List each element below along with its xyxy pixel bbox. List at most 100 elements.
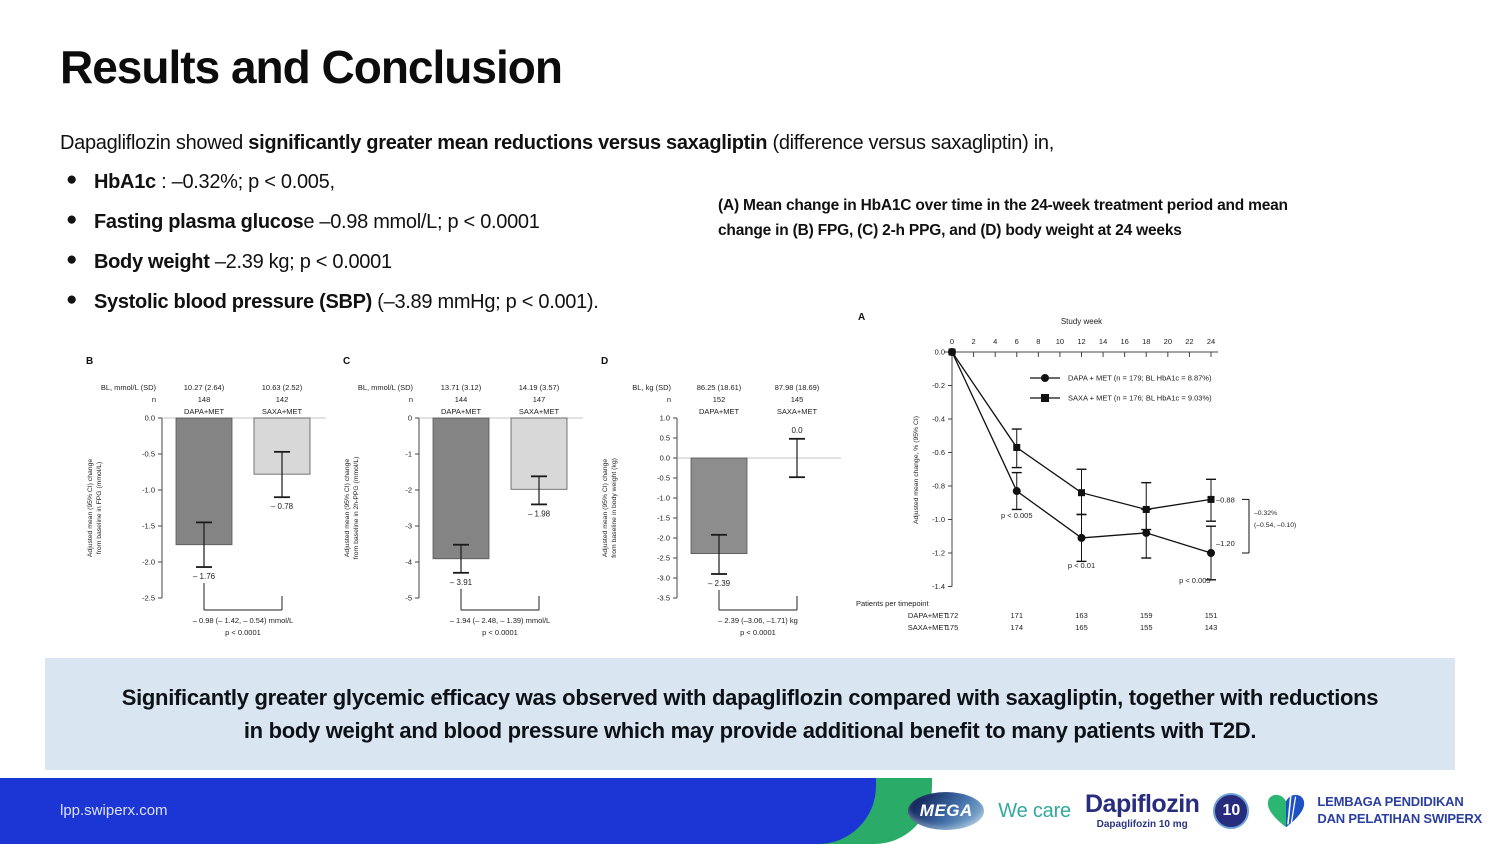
svg-text:-2.0: -2.0 bbox=[657, 534, 670, 543]
footer: lpp.swiperx.com MEGA We care Dapiflozin … bbox=[0, 778, 1500, 844]
heart-book-icon bbox=[1268, 794, 1305, 828]
svg-text:0: 0 bbox=[950, 337, 954, 346]
org-name-line1: LEMBAGA PENDIDIKAN bbox=[1317, 794, 1464, 810]
svg-text:-2.5: -2.5 bbox=[657, 554, 670, 563]
svg-text:-0.5: -0.5 bbox=[142, 450, 155, 459]
svg-text:– 0.78: – 0.78 bbox=[271, 502, 294, 511]
bar-chart-body-weight: D BL, kg (SD) n 86.25 (18.61) 152 DAPA+MET 87.… bbox=[591, 346, 849, 646]
bullet-dot: ● bbox=[66, 209, 78, 230]
svg-text:87.98 (18.69): 87.98 (18.69) bbox=[775, 383, 820, 392]
svg-text:C: C bbox=[343, 356, 350, 367]
svg-text:159: 159 bbox=[1140, 611, 1153, 620]
page-title: Results and Conclusion bbox=[60, 41, 563, 93]
bullet-term: Systolic blood pressure (SBP) bbox=[94, 291, 373, 313]
svg-text:172: 172 bbox=[946, 611, 959, 620]
svg-text:0.5: 0.5 bbox=[660, 434, 670, 443]
svg-text:–0.88: –0.88 bbox=[1216, 495, 1235, 504]
svg-text:n: n bbox=[152, 395, 156, 404]
bullet-dot: ● bbox=[66, 289, 78, 310]
org-name: LEMBAGA PENDIDIKAN DAN PELATIHAN SWIPERX bbox=[1317, 794, 1482, 828]
svg-text:-4: -4 bbox=[405, 558, 412, 567]
svg-text:155: 155 bbox=[1140, 623, 1153, 632]
swiperx-org-logo: LEMBAGA PENDIDIKAN DAN PELATIHAN SWIPERX bbox=[1263, 788, 1482, 834]
svg-text:14: 14 bbox=[1099, 337, 1107, 346]
svg-text:0.0: 0.0 bbox=[791, 426, 803, 435]
bullet-value: –2.39 kg; p < 0.0001 bbox=[209, 251, 392, 273]
svg-text:from baseline in body weight (: from baseline in body weight (kg) bbox=[611, 458, 618, 558]
svg-text:Adjusted mean (95% CI) change: Adjusted mean (95% CI) change bbox=[87, 459, 94, 557]
bullet-dot: ● bbox=[66, 169, 78, 190]
bullet-term: Fasting plasma glucos bbox=[94, 211, 304, 233]
dose-badge-text: 10 bbox=[1222, 802, 1241, 819]
svg-text:22: 22 bbox=[1185, 337, 1193, 346]
svg-text:p < 0.005: p < 0.005 bbox=[1179, 576, 1211, 585]
svg-text:SAXA+MET: SAXA+MET bbox=[777, 407, 818, 416]
svg-text:10: 10 bbox=[1056, 337, 1064, 346]
mega-logo: MEGA bbox=[908, 792, 985, 830]
svg-text:– 1.94 (– 2.48, – 1.39) mmol/L: – 1.94 (– 2.48, – 1.39) mmol/L bbox=[450, 616, 550, 625]
dapiflozin-logo-text: Dapiflozin bbox=[1084, 790, 1200, 818]
svg-text:– 3.91: – 3.91 bbox=[450, 578, 473, 587]
svg-text:-3.5: -3.5 bbox=[657, 594, 670, 603]
svg-text:174: 174 bbox=[1010, 623, 1023, 632]
bullet-term: HbA1c bbox=[94, 171, 156, 193]
svg-text:– 0.98 (– 1.42, – 0.54) mmol/L: – 0.98 (– 1.42, – 0.54) mmol/L bbox=[193, 616, 293, 625]
intro-paragraph: Dapagliflozin showed significantly great… bbox=[60, 132, 1054, 155]
bullet-value: : –0.32%; p < 0.005, bbox=[155, 171, 335, 193]
svg-text:– 1.98: – 1.98 bbox=[528, 509, 551, 518]
svg-text:171: 171 bbox=[1010, 611, 1023, 620]
svg-text:DAPA+MET: DAPA+MET bbox=[908, 611, 948, 620]
intro-pre: Dapagliflozin showed bbox=[60, 132, 249, 154]
svg-text:from baseline in FPG (mmol/L): from baseline in FPG (mmol/L) bbox=[96, 462, 103, 555]
svg-text:-1.5: -1.5 bbox=[142, 522, 155, 531]
svg-text:BL, mmol/L (SD): BL, mmol/L (SD) bbox=[101, 383, 157, 392]
svg-text:10.27 (2.64): 10.27 (2.64) bbox=[184, 383, 225, 392]
bullet-value: (–3.89 mmHg; p < 0.001). bbox=[372, 291, 599, 313]
conclusion-box: Significantly greater glycemic efficacy … bbox=[45, 658, 1455, 770]
svg-text:–1.20: –1.20 bbox=[1216, 539, 1235, 548]
svg-text:Adjusted mean change, % (95% C: Adjusted mean change, % (95% CI) bbox=[913, 416, 920, 524]
svg-text:-3: -3 bbox=[405, 522, 412, 531]
svg-text:0.0: 0.0 bbox=[935, 348, 945, 357]
bullet-dot: ● bbox=[66, 249, 78, 270]
results-bullet-list: ● HbA1c : –0.32%; p < 0.005, ● Fasting pla… bbox=[66, 169, 599, 332]
bar-chart-2h-ppg: C BL, mmol/L (SD) n 13.71 (3.12) 144 DAPA+MET… bbox=[333, 346, 591, 646]
svg-text:from baseline in 2h-PPG (mmol/: from baseline in 2h-PPG (mmol/L) bbox=[353, 457, 360, 560]
svg-text:p < 0.005: p < 0.005 bbox=[1001, 511, 1033, 520]
svg-text:p < 0.0001: p < 0.0001 bbox=[482, 628, 518, 637]
svg-text:142: 142 bbox=[276, 395, 289, 404]
svg-text:-3.0: -3.0 bbox=[657, 574, 670, 583]
svg-text:86.25 (18.61): 86.25 (18.61) bbox=[697, 383, 742, 392]
footer-url[interactable]: lpp.swiperx.com bbox=[60, 802, 168, 819]
svg-text:14.19 (3.57): 14.19 (3.57) bbox=[519, 383, 560, 392]
bullet-body-weight: ● Body weight –2.39 kg; p < 0.0001 bbox=[66, 249, 599, 273]
svg-text:151: 151 bbox=[1205, 611, 1218, 620]
svg-text:152: 152 bbox=[713, 395, 726, 404]
svg-text:DAPA+MET: DAPA+MET bbox=[184, 407, 224, 416]
svg-text:2: 2 bbox=[971, 337, 975, 346]
svg-text:24: 24 bbox=[1207, 337, 1215, 346]
svg-text:-1.2: -1.2 bbox=[932, 549, 945, 558]
svg-text:13.71 (3.12): 13.71 (3.12) bbox=[441, 383, 482, 392]
figure-caption: (A) Mean change in HbA1C over time in th… bbox=[718, 197, 1288, 239]
conclusion-text: Significantly greater glycemic efficacy … bbox=[121, 685, 1379, 743]
svg-text:-0.6: -0.6 bbox=[932, 448, 945, 457]
svg-text:BL, kg (SD): BL, kg (SD) bbox=[632, 383, 671, 392]
svg-text:-2.0: -2.0 bbox=[142, 558, 155, 567]
bullet-sbp: ● Systolic blood pressure (SBP) (–3.89 mm… bbox=[66, 289, 599, 313]
svg-text:DAPA+MET: DAPA+MET bbox=[441, 407, 481, 416]
svg-text:6: 6 bbox=[1015, 337, 1019, 346]
svg-text:144: 144 bbox=[455, 395, 468, 404]
svg-text:(–0.54, –0.10): (–0.54, –0.10) bbox=[1254, 522, 1296, 529]
svg-text:n: n bbox=[667, 395, 671, 404]
svg-text:-1.0: -1.0 bbox=[932, 515, 945, 524]
svg-text:143: 143 bbox=[1205, 623, 1218, 632]
intro-bold: significantly greater mean reductions ve… bbox=[248, 132, 768, 154]
svg-text:Patients per timepoint: Patients per timepoint bbox=[856, 599, 929, 608]
svg-text:A: A bbox=[858, 312, 865, 323]
svg-text:– 2.39: – 2.39 bbox=[708, 579, 731, 588]
org-name-line2: DAN PELATIHAN SWIPERX bbox=[1317, 811, 1482, 826]
bar-chart-fpg: B BL, mmol/L (SD) n 10.27 (2.64) 148 DAPA+MET… bbox=[76, 346, 334, 646]
svg-text:Adjusted mean (95% CI) change: Adjusted mean (95% CI) change bbox=[344, 459, 351, 557]
